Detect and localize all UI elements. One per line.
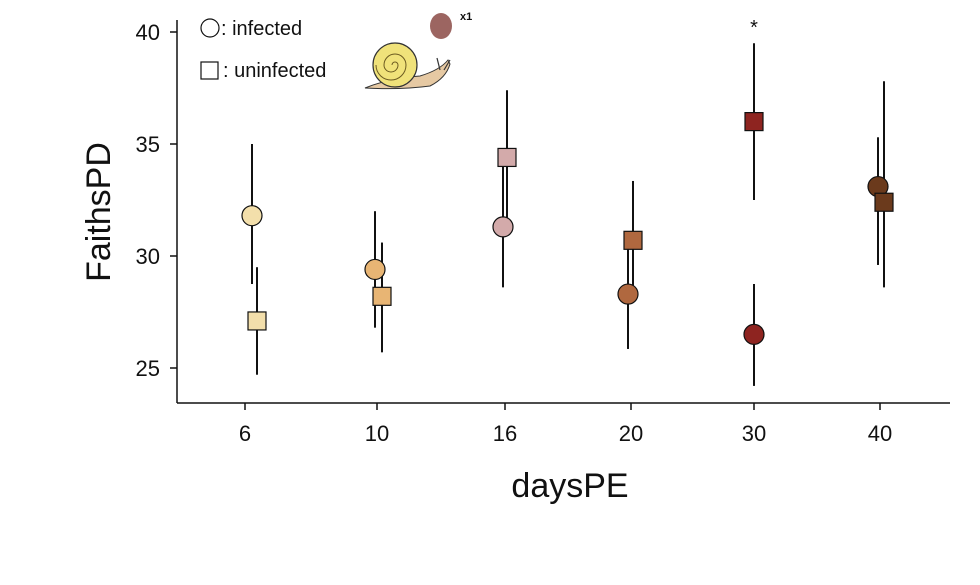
point-uninfected — [874, 192, 894, 212]
x-tick-label: 6 — [239, 421, 251, 446]
legend-square-icon — [200, 61, 219, 80]
x-tick-label: 40 — [868, 421, 892, 446]
significance-marker: * — [750, 17, 758, 39]
x-tick-label: 20 — [619, 421, 643, 446]
x-axis-label: daysPE — [511, 467, 628, 505]
snail-illustration: x1 — [364, 11, 472, 90]
legend: : infected : uninfected — [200, 18, 326, 82]
point-uninfected — [623, 230, 643, 250]
y-ticks: 25 30 35 40 — [136, 20, 177, 381]
point-uninfected — [247, 311, 267, 331]
point-infected — [492, 216, 514, 238]
point-uninfected — [372, 286, 392, 306]
point-uninfected — [497, 147, 517, 168]
y-tick-label: 25 — [136, 356, 160, 381]
y-axis-label: FaithsPD — [80, 142, 118, 282]
legend-infected-label: : infected — [221, 18, 302, 40]
point-infected — [743, 323, 765, 345]
point-infected — [364, 258, 386, 281]
data-marks: * — [241, 17, 894, 386]
x-tick-label: 10 — [365, 421, 389, 446]
point-infected — [241, 205, 263, 227]
y-tick-label: 35 — [136, 132, 160, 157]
inset-label: x1 — [460, 11, 472, 23]
parasite-icon — [430, 13, 452, 39]
y-tick-label: 30 — [136, 244, 160, 269]
y-tick-label: 40 — [136, 20, 160, 45]
axes — [176, 20, 950, 404]
legend-circle-icon — [200, 18, 220, 38]
x-tick-label: 30 — [742, 421, 766, 446]
legend-uninfected-label: : uninfected — [223, 60, 326, 82]
x-tick-label: 16 — [493, 421, 517, 446]
x-ticks: 6 10 16 20 30 40 — [239, 403, 892, 446]
point-uninfected — [744, 111, 764, 132]
point-infected — [617, 283, 639, 305]
